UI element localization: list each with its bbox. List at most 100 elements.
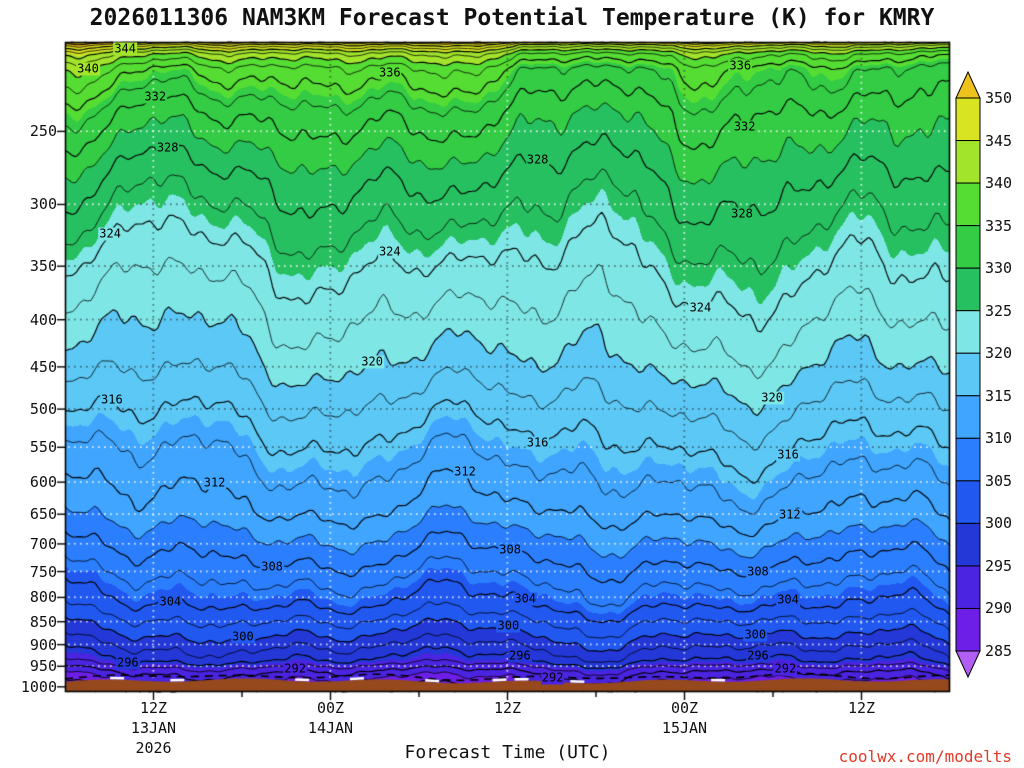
contour-label: 332 xyxy=(143,89,168,104)
contour-label: 316 xyxy=(100,392,124,407)
contour-label: 296 xyxy=(508,648,532,663)
y-axis-tick-label: 250 xyxy=(29,122,57,141)
y-axis-tick-label: 850 xyxy=(29,612,57,631)
y-axis-tick-label: 600 xyxy=(29,473,57,492)
y-axis-tick-label: 900 xyxy=(29,635,57,654)
contour-label: 320 xyxy=(360,354,384,369)
contour-label: 300 xyxy=(231,629,255,644)
contour-label: 308 xyxy=(746,564,770,579)
x-axis-tick-label: 14JAN xyxy=(307,719,354,737)
x-axis-tick: 00Z 14JAN xyxy=(308,698,353,738)
colorbar-tick-label: 340 xyxy=(985,174,1013,193)
x-axis-tick: 12Z xyxy=(494,698,521,718)
contour-label: 300 xyxy=(496,618,521,633)
contour-label: 336 xyxy=(728,58,753,73)
contour-label: 324 xyxy=(377,244,402,259)
x-axis-tick-label: 12Z xyxy=(139,699,168,717)
colorbar-band xyxy=(955,225,981,269)
colorbar-tick-label: 345 xyxy=(985,131,1013,150)
contour-label: 292 xyxy=(283,661,307,676)
y-axis-tick-label: 800 xyxy=(29,588,57,607)
colorbar-band xyxy=(955,97,981,142)
colorbar-tick-label: 300 xyxy=(985,514,1013,533)
contour-label: 320 xyxy=(760,390,784,405)
colorbar-tick-label: 305 xyxy=(985,471,1013,490)
colorbar-band xyxy=(955,395,981,439)
colorbar-tick-label: 285 xyxy=(985,642,1013,661)
contour-label: 344 xyxy=(113,41,138,56)
contour-label: 292 xyxy=(540,670,565,685)
contour-label: 296 xyxy=(746,648,770,663)
contour-label: 312 xyxy=(777,507,802,522)
colorbar-tick-label: 290 xyxy=(985,599,1013,618)
y-axis-tick-label: 400 xyxy=(29,310,57,329)
chart-title: 2026011306 NAM3KM Forecast Potential Tem… xyxy=(89,5,935,31)
contour-label: 324 xyxy=(688,300,713,315)
y-axis-tick-label: 500 xyxy=(29,400,57,419)
colorbar-band xyxy=(955,480,981,524)
contour-label: 304 xyxy=(513,591,538,606)
contour-label: 332 xyxy=(732,119,757,134)
y-axis-tick-label: 950 xyxy=(29,657,57,676)
colorbar-arrow-above xyxy=(955,71,981,99)
contour-label: 312 xyxy=(202,475,227,490)
x-axis-tick-label: 2026 xyxy=(135,739,172,757)
colorbar-band xyxy=(955,352,981,397)
colorbar-band xyxy=(955,267,981,312)
contour-label: 328 xyxy=(155,140,180,155)
contour-label: 328 xyxy=(525,152,550,167)
colorbar-tick-label: 350 xyxy=(985,89,1013,107)
colorbar-scale xyxy=(955,71,981,679)
contour-label: 308 xyxy=(260,559,284,574)
colorbar-tick-label: 295 xyxy=(985,556,1013,575)
colorbar-band xyxy=(955,437,981,482)
colorbar-tick-label: 325 xyxy=(985,301,1013,320)
y-axis-tick-label: 700 xyxy=(29,534,57,553)
y-axis-tick-label: 450 xyxy=(29,357,57,376)
contour-label: 328 xyxy=(730,206,754,221)
y-axis-tick-label: 750 xyxy=(29,562,57,581)
x-axis-tick-label: 12Z xyxy=(493,699,522,717)
colorbar-band xyxy=(955,522,981,567)
x-axis-tick: 00Z 15JAN xyxy=(662,698,707,738)
watermark-text: coolwx.com/modelts xyxy=(838,747,1012,766)
colorbar-band xyxy=(955,607,981,652)
contour-label: 304 xyxy=(776,592,800,607)
colorbar-band xyxy=(955,310,981,354)
x-axis-tick-label: 15JAN xyxy=(661,719,708,737)
contour-label: 304 xyxy=(158,594,183,609)
colorbar-band xyxy=(955,140,981,184)
y-axis-tick-label: 1000 xyxy=(20,677,57,696)
y-axis-tick-label: 550 xyxy=(29,438,57,457)
contour-label: 312 xyxy=(453,464,477,479)
contour-label: 316 xyxy=(525,435,550,450)
contour-label: 324 xyxy=(98,226,122,241)
contour-label: 292 xyxy=(773,661,798,676)
colorbar-tick-label: 315 xyxy=(985,386,1013,405)
contour-label: 308 xyxy=(498,542,522,557)
contour-label: 300 xyxy=(743,627,768,642)
y-axis-tick-label: 300 xyxy=(29,195,57,214)
y-axis-tick-label: 650 xyxy=(29,505,57,524)
colorbar-band xyxy=(955,565,981,609)
colorbar-band xyxy=(955,182,981,227)
y-axis-tick-label: 350 xyxy=(29,257,57,276)
x-axis-tick-label: 13JAN xyxy=(130,719,177,737)
x-axis-tick: 12Z 13JAN 2026 xyxy=(131,698,176,758)
colorbar-tick-label: 330 xyxy=(985,259,1013,278)
contour-label: 316 xyxy=(776,447,800,462)
contour-label: 336 xyxy=(377,65,402,80)
colorbar-arrow-below xyxy=(955,650,981,679)
contour-label: 296 xyxy=(115,655,140,670)
contour-label: 340 xyxy=(76,61,100,76)
x-axis-tick: 12Z xyxy=(848,698,875,718)
x-axis-tick-label: 00Z xyxy=(316,699,345,717)
x-axis-tick-label: 12Z xyxy=(847,699,876,717)
x-axis-tick-label: 00Z xyxy=(670,699,699,717)
colorbar-tick-label: 310 xyxy=(985,429,1013,448)
x-axis-title: Forecast Time (UTC) xyxy=(404,742,611,763)
colorbar-tick-label: 320 xyxy=(985,344,1013,363)
colorbar-tick-label: 335 xyxy=(985,216,1013,235)
